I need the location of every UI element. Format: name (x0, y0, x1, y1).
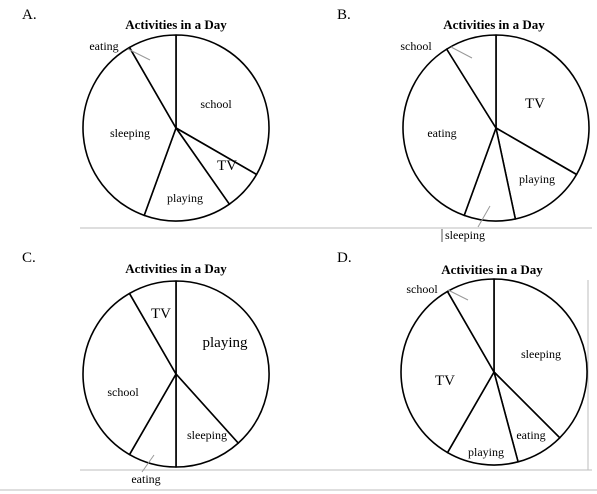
pie-slice-tv (495, 34, 590, 176)
slice-label-eating: eating (516, 428, 545, 442)
pie-slice-playing (446, 371, 519, 466)
pie-slices (82, 34, 270, 222)
pie-slices (402, 34, 590, 222)
slice-label-sleeping: sleeping (110, 126, 150, 140)
pie-slice-school (175, 34, 270, 176)
option-letter: B. (337, 7, 351, 23)
slice-label-tv: TV (435, 373, 455, 389)
slice-label-school: school (406, 282, 438, 296)
pie-slice-school (82, 292, 177, 456)
chart-title: Activities in a Day (441, 262, 543, 277)
pie-chart-c: C. Activities in a Day playing sleeping … (22, 250, 270, 486)
pie-slice-school (445, 34, 497, 129)
slice-label-playing: playing (167, 191, 203, 205)
slice-label-eating: eating (89, 39, 118, 53)
pie-slice-sleeping (175, 373, 240, 468)
pie-chart-a: A. Activities in a Day school TV playing… (22, 7, 270, 222)
pie-chart-b: B. Activities in a Day TV playing sleepi… (337, 7, 590, 242)
slice-label-eating: eating (427, 126, 456, 140)
slice-label-tv: TV (151, 306, 171, 322)
leader-line (477, 205, 491, 228)
slice-label-school: school (400, 39, 432, 53)
slice-label-playing: playing (203, 335, 248, 351)
chart-title: Activities in a Day (443, 17, 545, 32)
pie-chart-d: D. Activities in a Day sleeping eating p… (337, 250, 588, 466)
slice-label-school: school (107, 385, 139, 399)
slice-label-sleeping: sleeping (445, 228, 485, 242)
leader-line (141, 454, 155, 473)
leader-line (127, 48, 151, 61)
slice-label-sleeping: sleeping (187, 428, 227, 442)
pie-slices (400, 278, 588, 466)
pie-slice-eating (402, 48, 497, 217)
pie-slice-playing (495, 127, 578, 220)
option-letter: D. (337, 250, 352, 266)
leader-line (450, 46, 473, 59)
slice-label-tv: TV (525, 96, 545, 112)
slice-label-sleeping: sleeping (521, 347, 561, 361)
option-letter: A. (22, 7, 37, 23)
pie-slice-sleeping (493, 278, 588, 439)
chart-title: Activities in a Day (125, 17, 227, 32)
pie-slice-playing (143, 127, 231, 222)
pie-slice-playing (175, 280, 270, 444)
pie-slice-tv (128, 280, 177, 375)
slice-label-eating: eating (131, 472, 160, 486)
pie-slice-eating (128, 34, 177, 129)
leader-line (447, 289, 469, 301)
pie-slices (82, 280, 270, 468)
pie-slice-school (446, 278, 495, 373)
slice-label-playing: playing (519, 172, 555, 186)
chart-title: Activities in a Day (125, 261, 227, 276)
slice-label-tv: TV (217, 158, 237, 174)
pie-slice-sleeping (82, 46, 177, 217)
slice-label-school: school (200, 97, 232, 111)
pie-slice-tv (400, 290, 495, 454)
option-letter: C. (22, 250, 36, 266)
slice-label-playing: playing (468, 445, 504, 459)
